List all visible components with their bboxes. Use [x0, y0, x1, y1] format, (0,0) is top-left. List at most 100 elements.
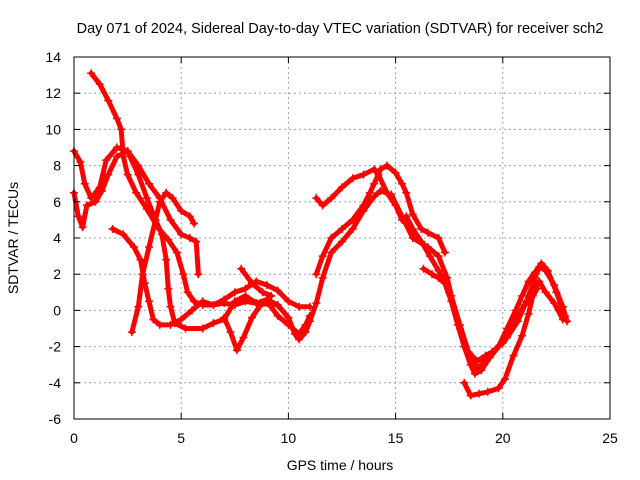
data-point-marker [194, 270, 203, 279]
data-point-marker [483, 387, 492, 396]
data-point-marker [226, 328, 235, 337]
y-tick-label: 12 [45, 85, 61, 101]
data-point-marker [177, 315, 186, 324]
data-point-marker [130, 243, 139, 252]
x-axis-label: GPS time / hours [287, 457, 394, 473]
data-point-marker [419, 264, 428, 273]
data-point-marker [190, 219, 199, 228]
data-point-marker [256, 300, 265, 309]
data-point-marker [530, 268, 539, 277]
y-tick-label: 8 [53, 158, 61, 174]
data-point-marker [434, 266, 443, 275]
y-axis-label: SDTVAR / TECUs [5, 182, 21, 294]
data-point-marker [552, 288, 561, 297]
data-point-marker [258, 288, 267, 297]
data-point-marker [168, 194, 177, 203]
chart-title: Day 071 of 2024, Sidereal Day-to-day VTE… [77, 21, 604, 37]
data-point-marker [82, 201, 91, 210]
data-point-marker [318, 201, 327, 210]
data-point-marker [434, 273, 443, 282]
y-tick-label: -2 [49, 339, 62, 355]
data-point-marker [460, 378, 469, 387]
data-point-marker [230, 288, 239, 297]
data-point-marker [262, 281, 271, 290]
data-point-marker [284, 297, 293, 306]
data-point-marker [318, 273, 327, 282]
data-point-marker [470, 369, 479, 378]
data-point-marker [447, 297, 456, 306]
x-tick-label: 10 [281, 430, 297, 446]
data-point-marker [74, 212, 83, 221]
data-point-marker [524, 310, 533, 319]
data-point-marker [398, 179, 407, 188]
y-tick-label: 4 [53, 230, 61, 246]
data-point-marker [185, 212, 194, 221]
data-point-marker [76, 157, 85, 166]
data-point-marker [136, 255, 145, 264]
y-tick-label: 0 [53, 302, 61, 318]
data-point-marker [177, 230, 186, 239]
data-point-marker [513, 317, 522, 326]
data-point-marker [305, 311, 314, 320]
data-point-marker [241, 284, 250, 293]
data-point-marker [80, 179, 89, 188]
data-point-marker [391, 168, 400, 177]
data-point-marker [177, 206, 186, 215]
data-point-marker [134, 161, 143, 170]
data-point-marker [181, 324, 190, 333]
x-tick-label: 20 [495, 430, 511, 446]
data-point-marker [166, 215, 175, 224]
data-point-marker [164, 235, 173, 244]
data-series-trace-1 [71, 145, 566, 364]
data-point-marker [338, 224, 346, 233]
data-point-marker [145, 243, 154, 252]
data-point-marker [78, 223, 87, 232]
data-point-marker [97, 186, 106, 195]
data-point-marker [127, 328, 136, 337]
data-point-marker [518, 331, 527, 340]
data-point-marker [295, 302, 304, 311]
x-tick-label: 5 [177, 430, 185, 446]
data-point-marker [327, 194, 336, 203]
data-point-marker [183, 288, 192, 297]
data-point-marker [241, 297, 250, 306]
data-point-marker [262, 299, 271, 308]
data-point-marker [166, 302, 175, 311]
data-point-marker [185, 234, 194, 242]
data-point-marker [440, 279, 449, 288]
data-point-marker [142, 205, 151, 214]
data-point-marker [485, 353, 494, 362]
data-point-marker [230, 300, 239, 309]
data-point-marker [348, 174, 357, 183]
x-tick-label: 0 [70, 430, 78, 446]
data-point-marker [537, 259, 546, 268]
data-point-marker [434, 252, 443, 261]
data-point-marker [162, 188, 171, 197]
data-point-marker [87, 194, 96, 203]
data-point-marker [348, 215, 357, 224]
data-point-marker [198, 297, 207, 306]
data-point-marker [417, 224, 426, 233]
data-point-marker [284, 313, 293, 322]
data-point-marker [284, 320, 293, 329]
data-point-marker [408, 234, 417, 242]
y-tick-label: 6 [53, 194, 61, 210]
data-point-marker [402, 188, 411, 197]
data-point-marker [132, 188, 141, 197]
data-point-marker [239, 333, 248, 342]
data-point-marker [198, 324, 207, 333]
data-point-marker [543, 266, 552, 275]
data-point-marker [142, 194, 151, 203]
data-point-marker [145, 297, 154, 306]
data-point-marker [209, 319, 218, 328]
data-point-marker [563, 317, 572, 326]
data-point-marker [138, 270, 147, 279]
data-point-marker [402, 212, 411, 221]
y-tick-label: -4 [49, 375, 62, 391]
data-point-marker [155, 320, 164, 329]
data-point-marker [123, 170, 132, 179]
data-point-marker [164, 284, 173, 293]
